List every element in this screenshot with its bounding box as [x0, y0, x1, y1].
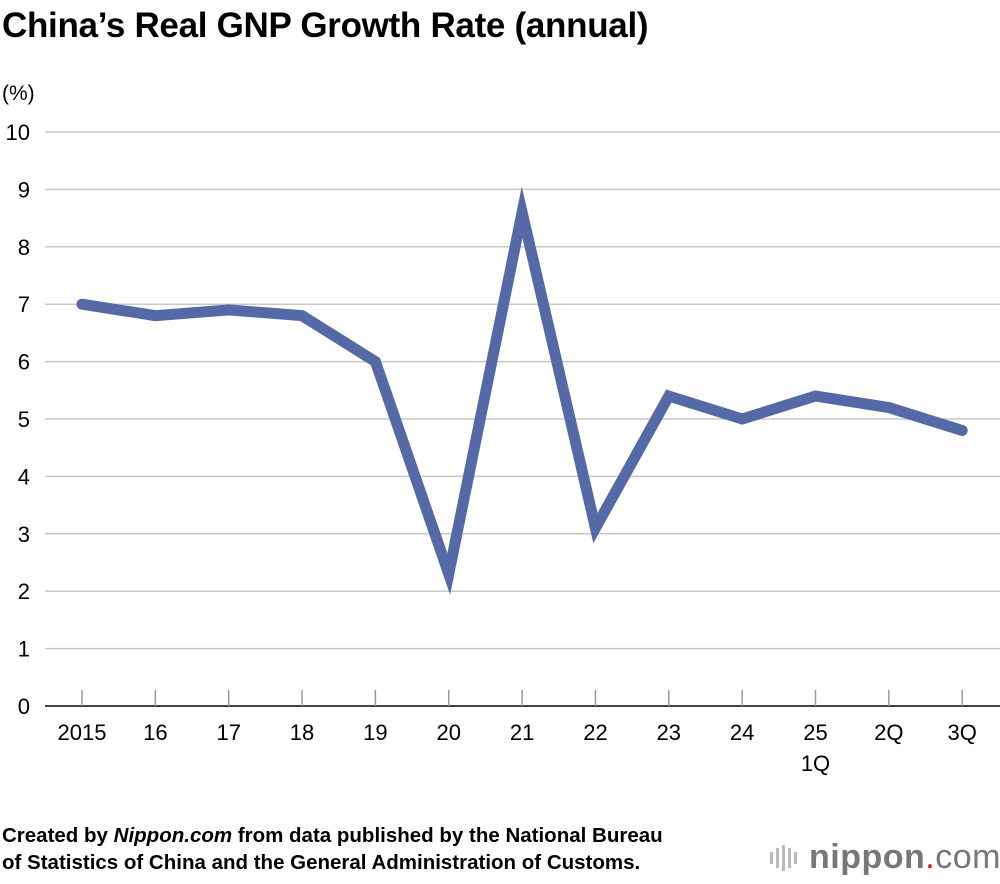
x-tick-label: 2015: [58, 720, 107, 745]
source-site: Nippon.com: [113, 824, 233, 847]
y-tick-label: 0: [18, 694, 30, 719]
source-text-1: from data published by the National Bure…: [232, 824, 663, 847]
y-tick-label: 1: [18, 637, 30, 662]
y-tick-label: 3: [18, 522, 30, 547]
x-tick-label: 1Q: [801, 751, 830, 776]
y-tick-label: 6: [18, 350, 30, 375]
y-tick-label: 7: [18, 292, 30, 317]
x-tick-label: 23: [657, 720, 681, 745]
y-axis-label: (%): [2, 82, 35, 105]
x-tick-label: 25: [803, 720, 827, 745]
y-tick-label: 4: [18, 464, 30, 489]
logo-bars-icon: [770, 844, 797, 871]
source-note: Created by Nippon.com from data publishe…: [2, 822, 663, 876]
logo-text: nippon: [809, 838, 926, 876]
y-tick-label: 5: [18, 407, 30, 432]
x-tick-label: 20: [437, 720, 461, 745]
source-prefix: Created by: [2, 824, 114, 847]
y-tick-label: 9: [18, 177, 30, 202]
x-tick-label: 22: [583, 720, 607, 745]
x-tick-label: 3Q: [948, 720, 977, 745]
source-text-2: of Statistics of China and the General A…: [2, 851, 641, 874]
chart-title: China’s Real GNP Growth Rate (annual): [2, 6, 649, 45]
logo-text-com: com: [935, 838, 1000, 876]
x-tick-label: 18: [290, 720, 314, 745]
series-line: [76, 186, 968, 595]
x-tick-label: 16: [143, 720, 167, 745]
y-tick-label: 8: [18, 235, 30, 260]
x-tick-label: 24: [730, 720, 754, 745]
x-tick-label: 17: [216, 720, 240, 745]
logo-dot: .: [925, 838, 936, 876]
y-tick-label: 2: [18, 579, 30, 604]
x-tick-label: 2Q: [874, 720, 903, 745]
x-tick-label: 19: [363, 720, 387, 745]
x-tick-label: 21: [510, 720, 534, 745]
nippon-logo: nippon.com: [770, 838, 1000, 877]
y-tick-label: 10: [6, 120, 30, 145]
